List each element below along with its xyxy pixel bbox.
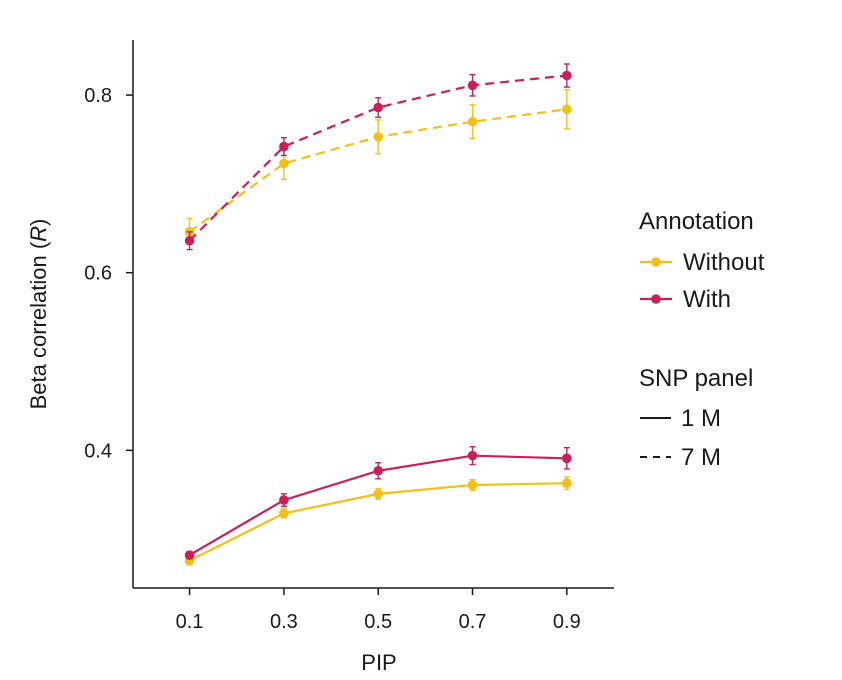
series-with-1m (184, 446, 572, 560)
data-point (467, 450, 478, 461)
data-point (279, 158, 289, 169)
data-point (279, 141, 289, 152)
y-axis-title-main: Beta correlation ( (26, 241, 51, 409)
y-axis-title: Beta correlation (R) (26, 219, 51, 410)
y-axis-title-italic: R (26, 226, 51, 242)
legend-annotation-title: Annotation (639, 208, 754, 235)
series-without-1m (184, 476, 572, 566)
legend-label-without: Without (683, 249, 765, 276)
series-layer (184, 63, 572, 566)
data-point (184, 550, 195, 560)
series-line (188, 74, 567, 242)
data-point (467, 480, 478, 490)
legend-label-1m: 1 M (681, 405, 721, 432)
series-with-7m (184, 63, 572, 251)
y-tick-label: 0.8 (84, 85, 112, 107)
legend-label-7m: 7 M (681, 444, 721, 471)
legend-swatch-without-marker (651, 257, 661, 267)
data-point (279, 508, 289, 519)
data-point (373, 132, 384, 142)
y-tick-label: 0.6 (84, 263, 112, 285)
legend-entry-with: With (640, 286, 731, 313)
legend-label-with: With (683, 286, 731, 313)
x-tick-label: 0.5 (364, 611, 392, 633)
legend-entry-1m: 1 M (640, 405, 721, 432)
legend-panel-title: SNP panel (639, 365, 753, 392)
x-axis-title: PIP (361, 650, 396, 675)
y-axis-title-end: ) (26, 219, 51, 226)
data-point (373, 102, 384, 113)
data-point (562, 478, 572, 488)
data-point (562, 104, 572, 115)
legend-swatch-with-marker (651, 294, 661, 304)
data-point (467, 80, 478, 91)
legend: Annotation Without With SNP panel 1 M 7 … (639, 208, 765, 471)
data-point (373, 465, 384, 476)
y-tick-label: 0.4 (84, 440, 112, 462)
data-point (279, 495, 289, 505)
data-point (184, 235, 195, 246)
x-tick-label: 0.7 (459, 611, 487, 633)
data-point (562, 70, 572, 81)
ticks: 0.4 0.6 0.8 0.1 0.3 0.5 0.7 0.9 (84, 85, 581, 633)
data-point (562, 453, 572, 464)
x-tick-label: 0.1 (176, 611, 204, 633)
data-point (373, 489, 384, 499)
legend-entry-7m: 7 M (640, 444, 721, 471)
x-tick-label: 0.3 (270, 611, 298, 633)
axes (132, 40, 614, 589)
x-tick-label: 0.9 (553, 611, 581, 633)
data-point (467, 116, 478, 127)
legend-entry-without: Without (640, 249, 765, 276)
